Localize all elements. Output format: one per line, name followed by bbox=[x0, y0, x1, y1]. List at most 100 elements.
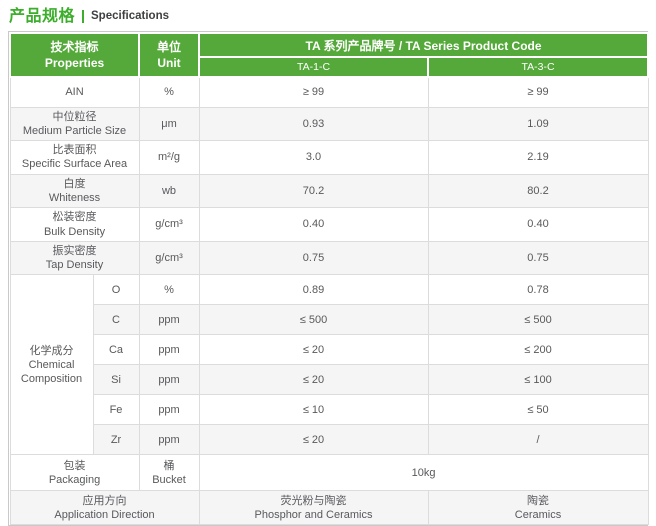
value-ta3c: 0.78 bbox=[427, 274, 649, 306]
value-ta3c: 0.40 bbox=[427, 207, 649, 242]
spec-table: 技术指标 Properties 单位 Unit TA 系列产品牌号 / TA S… bbox=[8, 32, 650, 526]
property-en: Whiteness bbox=[48, 191, 101, 204]
property-zh: 中位粒径 bbox=[52, 110, 97, 123]
packaging-unit-zh: 桶 bbox=[163, 459, 175, 472]
packaging-unit-en: Bucket bbox=[152, 473, 186, 486]
table-row-bulk-density: 松装密度 Bulk Density g/cm³ 0.40 0.40 bbox=[9, 207, 649, 242]
application-ta1c: 荧光粉与陶瓷 Phosphor and Ceramics bbox=[198, 490, 429, 526]
properties-header: 技术指标 Properties bbox=[8, 32, 141, 78]
table-row-chem-fe: Fe ppm ≤ 10 ≤ 50 bbox=[10, 394, 649, 426]
unit-cell: μm bbox=[138, 106, 200, 142]
value-ta1c: 0.89 bbox=[198, 274, 429, 306]
element-cell: Zr bbox=[92, 424, 140, 456]
product-code-ta1c: TA-1-C bbox=[198, 56, 430, 78]
unit-cell: % bbox=[138, 76, 200, 108]
packaging-zh: 包装 bbox=[63, 459, 86, 472]
element-cell: C bbox=[92, 304, 140, 336]
unit-cell: ppm bbox=[138, 334, 200, 366]
properties-header-en: Properties bbox=[44, 56, 105, 70]
value-ta1c: ≥ 99 bbox=[198, 76, 429, 108]
table-row-surface-area: 比表面积 Specific Surface Area m²/g 3.0 2.19 bbox=[9, 140, 649, 175]
table-row-chem-ca: Ca ppm ≤ 20 ≤ 200 bbox=[10, 334, 649, 366]
value-ta3c: ≤ 100 bbox=[427, 364, 649, 396]
page-title-en: Specifications bbox=[91, 9, 169, 22]
table-row-ain: AIN % ≥ 99 ≥ 99 bbox=[9, 76, 649, 108]
chemical-label-en: Chemical Composition bbox=[20, 358, 83, 386]
unit-cell: % bbox=[138, 274, 200, 306]
property-zh: 白度 bbox=[63, 177, 86, 190]
value-ta3c: 80.2 bbox=[427, 173, 649, 209]
application-ta3c-zh: 陶瓷 bbox=[527, 494, 550, 507]
property-cell: 振实密度 Tap Density bbox=[9, 240, 140, 276]
value-ta3c: ≤ 200 bbox=[427, 334, 649, 366]
table-row-chem-c: C ppm ≤ 500 ≤ 500 bbox=[10, 304, 649, 336]
table-row-packaging: 包装 Packaging 桶 Bucket 10kg bbox=[9, 454, 649, 492]
application-en: Application Direction bbox=[54, 508, 155, 521]
value-ta1c: ≤ 20 bbox=[198, 424, 429, 456]
value-ta3c: / bbox=[427, 424, 649, 456]
header-row-codes: TA-1-C TA-3-C bbox=[10, 56, 650, 78]
property-cell: 中位粒径 Medium Particle Size bbox=[9, 106, 140, 142]
application-ta1c-en: Phosphor and Ceramics bbox=[254, 508, 373, 521]
table-row-chem-si: Si ppm ≤ 20 ≤ 100 bbox=[10, 364, 649, 396]
property-zh: AIN bbox=[65, 86, 84, 99]
application-label: 应用方向 Application Direction bbox=[9, 490, 200, 526]
value-ta1c: 0.93 bbox=[198, 106, 429, 142]
unit-cell: wb bbox=[138, 173, 200, 209]
property-en: Bulk Density bbox=[43, 225, 106, 238]
value-ta1c: 0.75 bbox=[198, 240, 429, 276]
value-ta1c: 3.0 bbox=[198, 140, 429, 175]
unit-cell: ppm bbox=[138, 364, 200, 396]
value-ta3c: ≤ 500 bbox=[427, 304, 649, 336]
property-en: Specific Surface Area bbox=[21, 158, 128, 171]
unit-cell: ppm bbox=[138, 424, 200, 456]
element-cell: Ca bbox=[92, 334, 140, 366]
table-row-tap-density: 振实密度 Tap Density g/cm³ 0.75 0.75 bbox=[9, 240, 649, 276]
unit-header-zh: 单位 bbox=[157, 39, 182, 54]
unit-cell: m²/g bbox=[138, 140, 200, 175]
property-zh: 振实密度 bbox=[52, 244, 97, 257]
value-ta1c: ≤ 20 bbox=[198, 364, 429, 396]
application-ta3c-en: Ceramics bbox=[514, 508, 562, 521]
property-zh: 比表面积 bbox=[52, 144, 97, 157]
unit-header-en: Unit bbox=[157, 56, 181, 70]
table-row-application: 应用方向 Application Direction 荧光粉与陶瓷 Phosph… bbox=[9, 490, 649, 526]
element-cell: O bbox=[92, 274, 140, 306]
unit-cell: ppm bbox=[138, 304, 200, 336]
value-ta1c: ≤ 500 bbox=[198, 304, 429, 336]
product-code-ta3c: TA-3-C bbox=[427, 56, 650, 78]
value-ta3c: 1.09 bbox=[427, 106, 649, 142]
property-en: Medium Particle Size bbox=[22, 124, 127, 137]
property-cell: 白度 Whiteness bbox=[9, 173, 140, 209]
page-title: 产品规格 Specifications bbox=[0, 0, 656, 31]
packaging-label: 包装 Packaging bbox=[9, 454, 140, 492]
property-zh: 松装密度 bbox=[52, 211, 97, 224]
application-ta3c: 陶瓷 Ceramics bbox=[427, 490, 649, 526]
unit-cell: g/cm³ bbox=[138, 207, 200, 242]
element-cell: Si bbox=[92, 364, 140, 396]
property-cell: 松装密度 Bulk Density bbox=[9, 207, 140, 242]
application-zh: 应用方向 bbox=[82, 494, 127, 507]
packaging-en: Packaging bbox=[48, 473, 101, 486]
header-row-main: 技术指标 Properties 单位 Unit TA 系列产品牌号 / TA S… bbox=[8, 32, 650, 78]
value-ta1c: 0.40 bbox=[198, 207, 429, 242]
unit-header: 单位 Unit bbox=[138, 32, 201, 78]
unit-cell: g/cm³ bbox=[138, 240, 200, 276]
chemical-label-zh: 化学成分 bbox=[29, 344, 74, 357]
value-ta3c: 0.75 bbox=[427, 240, 649, 276]
table-row-chem-o: 化学成分 Chemical Composition O % 0.89 0.78 bbox=[9, 274, 649, 456]
value-ta1c: 70.2 bbox=[198, 173, 429, 209]
chemical-composition-label: 化学成分 Chemical Composition bbox=[9, 274, 94, 456]
value-ta3c: 2.19 bbox=[427, 140, 649, 175]
specifications-table: 技术指标 Properties 单位 Unit TA 系列产品牌号 / TA S… bbox=[8, 31, 650, 526]
property-en: Tap Density bbox=[45, 259, 104, 272]
element-cell: Fe bbox=[92, 394, 140, 426]
table-row-particle-size: 中位粒径 Medium Particle Size μm 0.93 1.09 bbox=[9, 106, 649, 142]
value-ta3c: ≤ 50 bbox=[427, 394, 649, 426]
series-header: TA 系列产品牌号 / TA Series Product Code bbox=[198, 32, 650, 58]
property-cell: 比表面积 Specific Surface Area bbox=[9, 140, 140, 175]
table-row-chem-zr: Zr ppm ≤ 20 / bbox=[10, 424, 649, 456]
table-row-whiteness: 白度 Whiteness wb 70.2 80.2 bbox=[9, 173, 649, 209]
property-cell: AIN bbox=[9, 76, 140, 108]
value-ta3c: ≥ 99 bbox=[427, 76, 649, 108]
